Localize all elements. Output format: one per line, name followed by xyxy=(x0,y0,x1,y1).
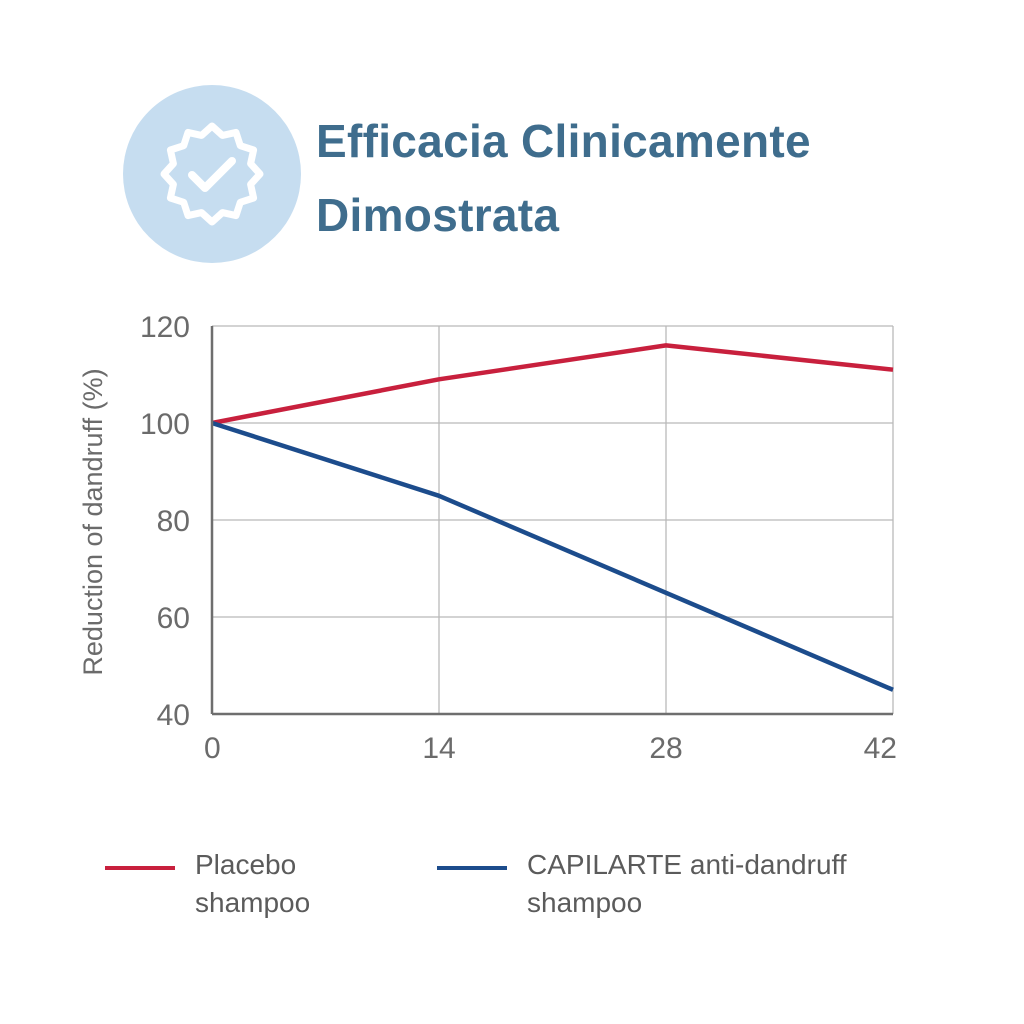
legend-label-capilarte: CAPILARTE anti-dandruff shampoo xyxy=(527,846,887,922)
series-line-placebo xyxy=(211,343,894,426)
legend-capilarte-line1: CAPILARTE anti-dandruff xyxy=(527,849,847,880)
series-line-capilarte xyxy=(211,420,894,692)
y-tick-label-100: 100 xyxy=(140,408,190,441)
y-tick-label-120: 120 xyxy=(140,311,190,344)
legend-line-capilarte xyxy=(437,866,507,870)
verified-badge xyxy=(123,85,301,263)
chart-series xyxy=(211,343,894,692)
x-tick-label-28: 28 xyxy=(649,732,682,765)
legend-line-placebo xyxy=(105,866,175,870)
x-tick-label-42: 42 xyxy=(864,732,897,765)
title-line-1: Efficacia Clinicamente xyxy=(316,115,811,167)
verified-check-badge-icon xyxy=(160,122,264,226)
legend-placebo-line1: Placebo xyxy=(195,849,297,880)
y-tick-label-40: 40 xyxy=(157,699,190,732)
title-line-2: Dimostrata xyxy=(316,189,560,241)
x-tick-label-14: 14 xyxy=(422,732,455,765)
legend-item-capilarte: CAPILARTE anti-dandruff shampoo xyxy=(437,846,887,922)
legend-label-placebo: Placebo shampoo xyxy=(195,846,555,922)
legend-capilarte-line2: shampoo xyxy=(527,887,643,918)
legend-placebo-line2: shampoo xyxy=(195,887,311,918)
legend-item-placebo: Placebo shampoo xyxy=(105,846,555,922)
chart-grid xyxy=(212,325,894,714)
y-axis-label: Reduction of dandruff (%) xyxy=(78,368,108,675)
x-tick-label-0: 0 xyxy=(204,732,221,765)
y-tick-label-60: 60 xyxy=(157,602,190,635)
page-title: Efficacia Clinicamente Dimostrata xyxy=(316,104,956,252)
chart-tick-labels: 40 60 80 100 120 0 14 28 42 xyxy=(140,311,897,765)
y-tick-label-80: 80 xyxy=(157,505,190,538)
chart-axes xyxy=(210,326,893,716)
